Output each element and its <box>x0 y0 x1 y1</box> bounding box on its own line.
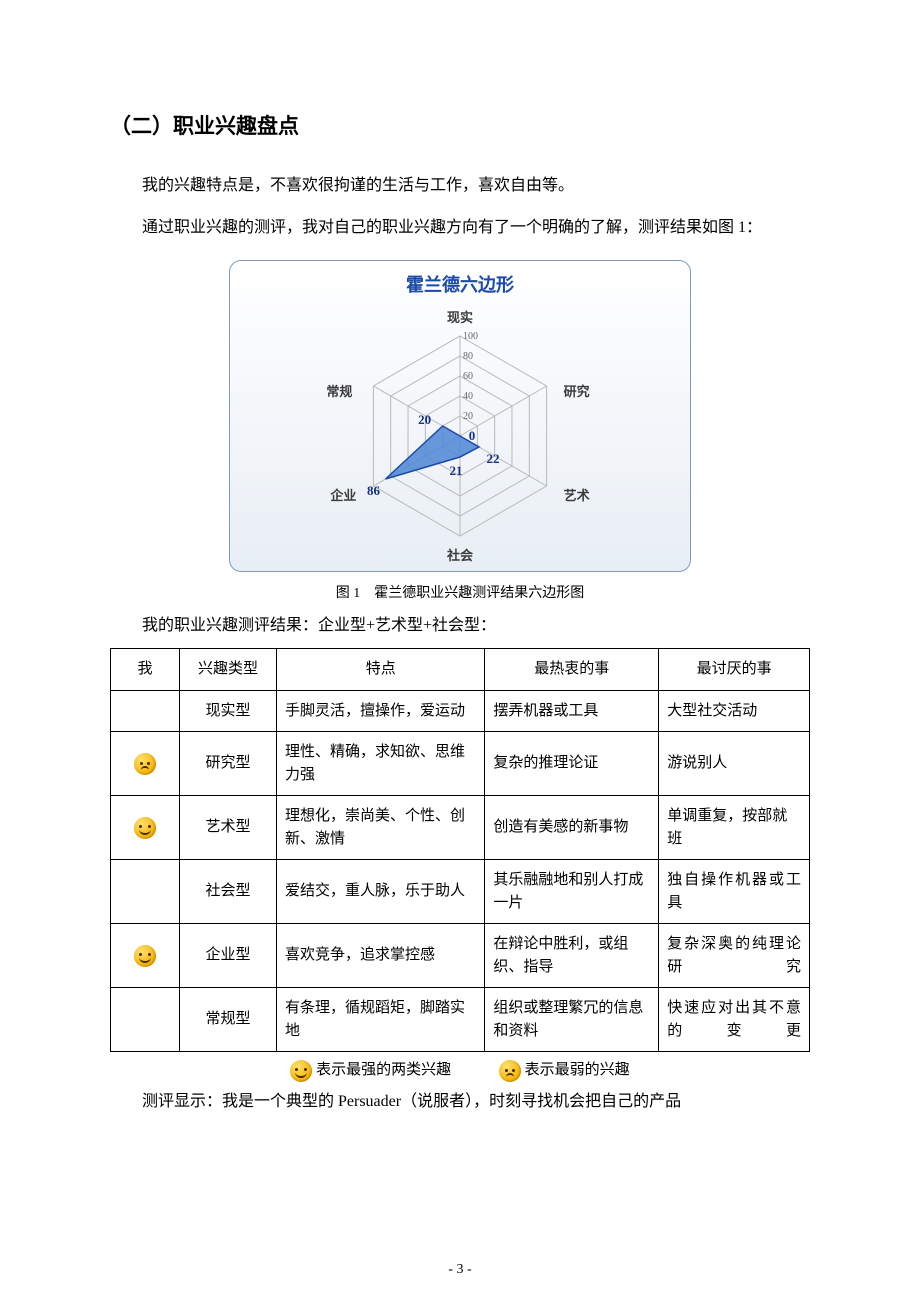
radar-chart: 霍兰德六边形 20 40 60 80 100 现实研究艺术社会 企业 常规 0 22 21 86 20 <box>229 260 691 572</box>
figure-caption: 图 1 霍兰德职业兴趣测评结果六边形图 <box>110 582 810 602</box>
cell-hate: 独自操作机器或工具 <box>659 860 810 924</box>
paragraph-1: 我的兴趣特点是，不喜欢很拘谨的生活与工作，喜欢自由等。 <box>110 170 810 202</box>
svg-text:100: 100 <box>463 331 478 342</box>
cell-love: 组织或整理繁冗的信息和资料 <box>485 988 659 1052</box>
table-header: 兴趣类型 <box>180 649 277 691</box>
cell-feature: 理性、精确，求知欲、思维力强 <box>277 732 485 796</box>
result-summary: 我的职业兴趣测评结果：企业型+艺术型+社会型： <box>110 610 810 642</box>
cell-love: 摆弄机器或工具 <box>485 690 659 732</box>
cell-me <box>111 796 180 860</box>
legend-weak-text: 表示最弱的兴趣 <box>525 1062 630 1078</box>
table-row: 企业型喜欢竞争，追求掌控感在辩论中胜利，或组织、指导复杂深奥的纯理论研究 <box>111 924 810 988</box>
cell-feature: 手脚灵活，擅操作，爱运动 <box>277 690 485 732</box>
page-number-value: 3 <box>457 1262 464 1277</box>
cell-type: 常规型 <box>180 988 277 1052</box>
table-header: 我 <box>111 649 180 691</box>
svg-text:企业: 企业 <box>329 488 356 503</box>
svg-text:研究: 研究 <box>564 384 590 399</box>
table-row: 艺术型理想化，崇尚美、个性、创新、激情创造有美感的新事物单调重复，按部就班 <box>111 796 810 860</box>
cell-love: 其乐融融地和别人打成一片 <box>485 860 659 924</box>
svg-text:80: 80 <box>463 351 473 362</box>
cell-type: 企业型 <box>180 924 277 988</box>
radar-chart-container: 霍兰德六边形 20 40 60 80 100 现实研究艺术社会 企业 常规 0 22 21 86 20 <box>110 260 810 572</box>
table-row: 社会型爱结交，重人脉，乐于助人其乐融融地和别人打成一片独自操作机器或工具 <box>111 860 810 924</box>
cell-feature: 喜欢竞争，追求掌控感 <box>277 924 485 988</box>
svg-text:常规: 常规 <box>326 384 352 399</box>
document-page: （二）职业兴趣盘点 我的兴趣特点是，不喜欢很拘谨的生活与工作，喜欢自由等。 通过… <box>0 0 920 1302</box>
svg-text:20: 20 <box>418 412 431 427</box>
svg-text:40: 40 <box>463 391 473 402</box>
table-row: 研究型理性、精确，求知欲、思维力强复杂的推理论证游说别人 <box>111 732 810 796</box>
cell-love: 在辩论中胜利，或组织、指导 <box>485 924 659 988</box>
cell-feature: 有条理，循规蹈矩，脚踏实地 <box>277 988 485 1052</box>
svg-text:60: 60 <box>463 371 473 382</box>
cell-feature: 爱结交，重人脉，乐于助人 <box>277 860 485 924</box>
table-row: 现实型手脚灵活，擅操作，爱运动摆弄机器或工具大型社交活动 <box>111 690 810 732</box>
section-heading: （二）职业兴趣盘点 <box>110 110 810 140</box>
table-header: 特点 <box>277 649 485 691</box>
svg-text:现实: 现实 <box>447 310 473 325</box>
svg-text:22: 22 <box>487 451 500 466</box>
cell-type: 研究型 <box>180 732 277 796</box>
table-header: 最热衷的事 <box>485 649 659 691</box>
table-legend: 表示最强的两类兴趣 表示最弱的兴趣 <box>110 1058 810 1082</box>
cell-me <box>111 860 180 924</box>
smile-icon <box>134 817 156 839</box>
sleepy-icon <box>499 1060 521 1082</box>
cell-hate: 大型社交活动 <box>659 690 810 732</box>
legend-strong-text: 表示最强的两类兴趣 <box>316 1062 451 1078</box>
table-header: 最讨厌的事 <box>659 649 810 691</box>
svg-text:霍兰德六边形: 霍兰德六边形 <box>406 274 514 295</box>
sleepy-icon <box>134 753 156 775</box>
radar-chart-svg: 霍兰德六边形 20 40 60 80 100 现实研究艺术社会 企业 常规 0 22 21 86 20 <box>230 261 690 571</box>
smile-icon <box>290 1060 312 1082</box>
svg-text:20: 20 <box>463 411 473 422</box>
cell-me <box>111 732 180 796</box>
svg-text:艺术: 艺术 <box>564 488 590 503</box>
svg-text:社会: 社会 <box>446 548 474 563</box>
paragraph-2: 通过职业兴趣的测评，我对自己的职业兴趣方向有了一个明确的了解，测评结果如图 1： <box>110 212 810 244</box>
cell-hate: 单调重复，按部就班 <box>659 796 810 860</box>
page-number: - 3 - <box>0 1262 920 1278</box>
cell-me <box>111 988 180 1052</box>
svg-text:0: 0 <box>469 428 476 443</box>
cell-type: 艺术型 <box>180 796 277 860</box>
cell-type: 现实型 <box>180 690 277 732</box>
cell-type: 社会型 <box>180 860 277 924</box>
svg-text:86: 86 <box>367 483 381 498</box>
cell-hate: 游说别人 <box>659 732 810 796</box>
smile-icon <box>134 945 156 967</box>
cell-love: 复杂的推理论证 <box>485 732 659 796</box>
cell-me <box>111 690 180 732</box>
cell-hate: 复杂深奥的纯理论研究 <box>659 924 810 988</box>
svg-text:21: 21 <box>450 463 463 478</box>
cell-feature: 理想化，崇尚美、个性、创新、激情 <box>277 796 485 860</box>
cell-love: 创造有美感的新事物 <box>485 796 659 860</box>
paragraph-3: 测评显示：我是一个典型的 Persuader（说服者），时刻寻找机会把自己的产品 <box>110 1086 810 1118</box>
cell-me <box>111 924 180 988</box>
table-row: 常规型有条理，循规蹈矩，脚踏实地组织或整理繁冗的信息和资料快速应对出其不意的变更 <box>111 988 810 1052</box>
interest-table: 我兴趣类型特点最热衷的事最讨厌的事 现实型手脚灵活，擅操作，爱运动摆弄机器或工具… <box>110 648 810 1052</box>
cell-hate: 快速应对出其不意的变更 <box>659 988 810 1052</box>
